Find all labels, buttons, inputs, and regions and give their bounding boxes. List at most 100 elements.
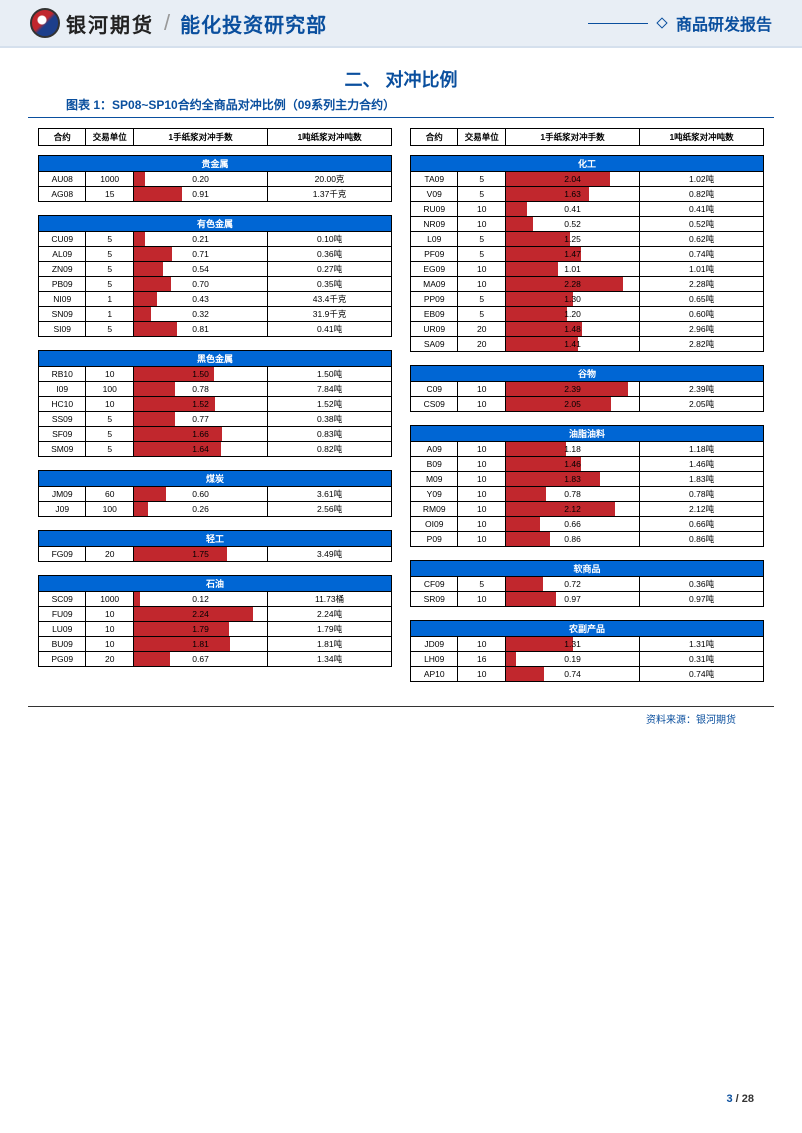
cell-tons: 0.86吨 bbox=[640, 532, 764, 547]
cell-bar: 1.64 bbox=[133, 442, 267, 457]
cell-contract: SS09 bbox=[39, 412, 86, 427]
cell-unit: 5 bbox=[458, 577, 505, 592]
cell-unit: 10 bbox=[458, 532, 505, 547]
header-right: 商品研发报告 bbox=[588, 11, 772, 35]
cell-tons: 1.18吨 bbox=[640, 442, 764, 457]
source-line: 资料来源：银河期货 bbox=[28, 706, 774, 726]
cell-contract: EG09 bbox=[411, 262, 458, 277]
table-row: NR09100.520.52吨 bbox=[411, 217, 764, 232]
cell-bar: 0.81 bbox=[133, 322, 267, 337]
section-title: 有色金属 bbox=[39, 216, 392, 232]
cell-bar: 1.81 bbox=[133, 637, 267, 652]
table-row: JD09101.311.31吨 bbox=[411, 637, 764, 652]
cell-contract: AP10 bbox=[411, 667, 458, 682]
table-row: RB10101.501.50吨 bbox=[39, 367, 392, 382]
cell-bar: 2.05 bbox=[505, 397, 639, 412]
cell-tons: 2.12吨 bbox=[640, 502, 764, 517]
section-title: 贵金属 bbox=[39, 156, 392, 172]
cell-contract: AL09 bbox=[39, 247, 86, 262]
cell-contract: NI09 bbox=[39, 292, 86, 307]
cell-bar: 1.52 bbox=[133, 397, 267, 412]
right-column: 合约 交易单位 1手纸浆对冲手数 1吨纸浆对冲吨数 化工TA0952.041.0… bbox=[410, 128, 764, 696]
section-title: 轻工 bbox=[39, 531, 392, 547]
right-table: 合约 交易单位 1手纸浆对冲手数 1吨纸浆对冲吨数 化工TA0952.041.0… bbox=[410, 128, 764, 696]
cell-contract: SA09 bbox=[411, 337, 458, 352]
cell-unit: 10 bbox=[458, 457, 505, 472]
section-title: 谷物 bbox=[411, 366, 764, 382]
table-row: A09101.181.18吨 bbox=[411, 442, 764, 457]
table-row: FU09102.242.24吨 bbox=[39, 607, 392, 622]
cell-tons: 0.65吨 bbox=[640, 292, 764, 307]
th-tons: 1吨纸浆对冲吨数 bbox=[268, 129, 392, 146]
table-row: SR09100.970.97吨 bbox=[411, 592, 764, 607]
cell-unit: 100 bbox=[86, 502, 133, 517]
cell-bar: 0.52 bbox=[505, 217, 639, 232]
table-row: AP10100.740.74吨 bbox=[411, 667, 764, 682]
th-contract: 合约 bbox=[411, 129, 458, 146]
cell-bar: 0.21 bbox=[133, 232, 267, 247]
cell-bar: 1.41 bbox=[505, 337, 639, 352]
company-name: 银河期货 bbox=[66, 9, 154, 38]
cell-contract: AU08 bbox=[39, 172, 86, 187]
cell-tons: 2.39吨 bbox=[640, 382, 764, 397]
th-hands: 1手纸浆对冲手数 bbox=[133, 129, 267, 146]
th-tons: 1吨纸浆对冲吨数 bbox=[640, 129, 764, 146]
cell-contract: RM09 bbox=[411, 502, 458, 517]
left-table: 合约 交易单位 1手纸浆对冲手数 1吨纸浆对冲吨数 贵金属AU0810000.2… bbox=[38, 128, 392, 681]
cell-tons: 0.35吨 bbox=[268, 277, 392, 292]
cell-unit: 5 bbox=[86, 277, 133, 292]
table-row: SS0950.770.38吨 bbox=[39, 412, 392, 427]
table-row: PP0951.300.65吨 bbox=[411, 292, 764, 307]
cell-bar: 0.72 bbox=[505, 577, 639, 592]
table-row: OI09100.660.66吨 bbox=[411, 517, 764, 532]
cell-bar: 0.70 bbox=[133, 277, 267, 292]
cell-tons: 0.52吨 bbox=[640, 217, 764, 232]
cell-tons: 2.96吨 bbox=[640, 322, 764, 337]
cell-tons: 0.60吨 bbox=[640, 307, 764, 322]
cell-unit: 20 bbox=[86, 547, 133, 562]
table-row: SN0910.3231.9千克 bbox=[39, 307, 392, 322]
cell-bar: 0.91 bbox=[133, 187, 267, 202]
table-row: HC10101.521.52吨 bbox=[39, 397, 392, 412]
section-title: 化工 bbox=[411, 156, 764, 172]
cell-bar: 2.28 bbox=[505, 277, 639, 292]
cell-bar: 0.41 bbox=[505, 202, 639, 217]
cell-contract: CS09 bbox=[411, 397, 458, 412]
cell-contract: V09 bbox=[411, 187, 458, 202]
table-row: L0951.250.62吨 bbox=[411, 232, 764, 247]
head-row: 合约 交易单位 1手纸浆对冲手数 1吨纸浆对冲吨数 bbox=[411, 129, 764, 146]
cell-unit: 10 bbox=[458, 262, 505, 277]
th-hands: 1手纸浆对冲手数 bbox=[505, 129, 639, 146]
cell-unit: 5 bbox=[86, 262, 133, 277]
table-row: MA09102.282.28吨 bbox=[411, 277, 764, 292]
cell-bar: 0.78 bbox=[505, 487, 639, 502]
cell-unit: 15 bbox=[86, 187, 133, 202]
cell-tons: 1.34吨 bbox=[268, 652, 392, 667]
cell-unit: 20 bbox=[86, 652, 133, 667]
cell-contract: C09 bbox=[411, 382, 458, 397]
cell-unit: 10 bbox=[458, 217, 505, 232]
cell-unit: 10 bbox=[458, 397, 505, 412]
cell-contract: RU09 bbox=[411, 202, 458, 217]
cell-tons: 1.83吨 bbox=[640, 472, 764, 487]
cell-contract: UR09 bbox=[411, 322, 458, 337]
cell-contract: SC09 bbox=[39, 592, 86, 607]
table-row: UR09201.482.96吨 bbox=[411, 322, 764, 337]
cell-contract: NR09 bbox=[411, 217, 458, 232]
cell-tons: 0.38吨 bbox=[268, 412, 392, 427]
cell-tons: 43.4千克 bbox=[268, 292, 392, 307]
cell-unit: 10 bbox=[458, 517, 505, 532]
cell-tons: 0.66吨 bbox=[640, 517, 764, 532]
cell-unit: 10 bbox=[458, 472, 505, 487]
cell-contract: SM09 bbox=[39, 442, 86, 457]
cell-unit: 10 bbox=[458, 487, 505, 502]
table-row: ZN0950.540.27吨 bbox=[39, 262, 392, 277]
table-row: RU09100.410.41吨 bbox=[411, 202, 764, 217]
cell-contract: AG08 bbox=[39, 187, 86, 202]
cell-contract: JM09 bbox=[39, 487, 86, 502]
cell-unit: 5 bbox=[458, 232, 505, 247]
cell-contract: PF09 bbox=[411, 247, 458, 262]
section-title: 油脂油料 bbox=[411, 426, 764, 442]
cell-tons: 0.36吨 bbox=[268, 247, 392, 262]
table-row: P09100.860.86吨 bbox=[411, 532, 764, 547]
